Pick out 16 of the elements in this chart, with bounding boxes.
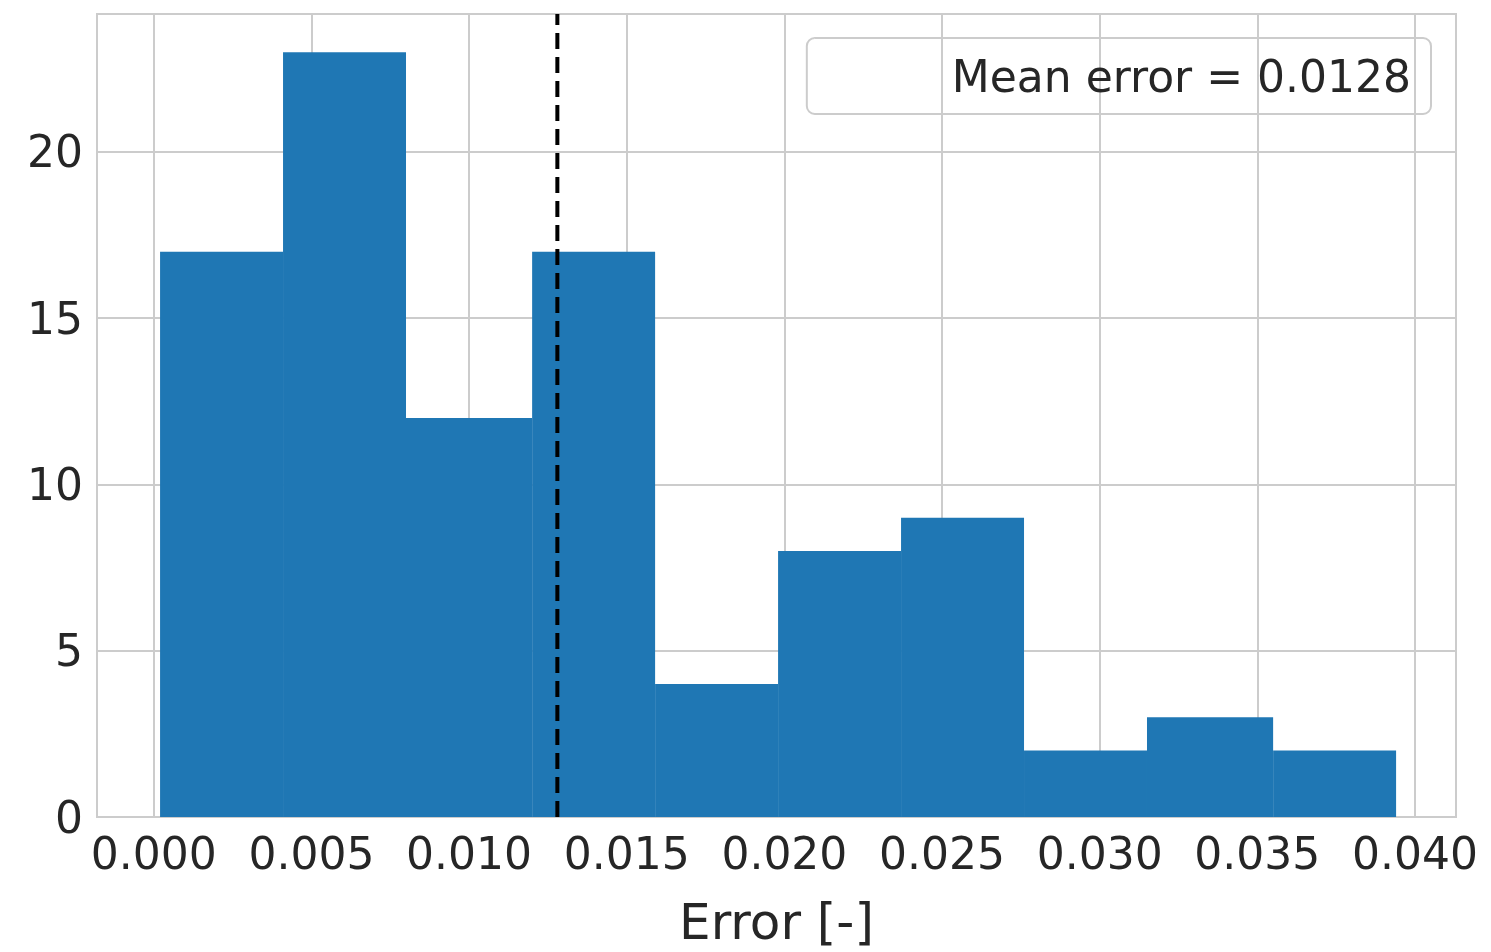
x-tick-label: 0.015 (563, 827, 690, 879)
x-tick-label: 0.020 (721, 827, 848, 879)
x-tick-label: 0.030 (1036, 827, 1163, 879)
y-tick-label: 20 (27, 126, 83, 178)
y-tick-label: 10 (27, 458, 83, 510)
y-tick-label: 0 (55, 791, 83, 843)
x-tick-label: 0.035 (1194, 827, 1321, 879)
x-tick-label: 0.005 (248, 827, 375, 879)
x-tick-label: 0.010 (406, 827, 533, 879)
x-axis-title: Error [-] (679, 893, 874, 951)
y-tick-label: 5 (55, 625, 83, 677)
y-tick-label: 15 (27, 292, 83, 344)
x-tick-label: 0.040 (1352, 827, 1478, 879)
x-tick-label: 0.000 (90, 827, 217, 879)
ref-line-label: Mean error = 0.0128 (951, 50, 1411, 102)
x-tick-label: 0.025 (879, 827, 1006, 879)
